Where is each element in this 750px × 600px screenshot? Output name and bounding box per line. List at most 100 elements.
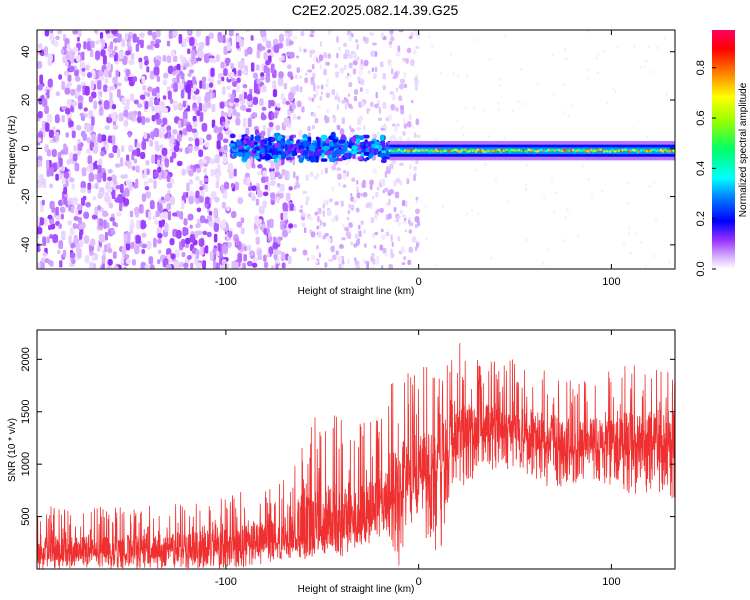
spectrogram-cell [187,30,191,35]
spectrogram-cell [148,256,154,265]
spectrogram-cell [247,93,253,102]
spectrogram-cell [142,84,147,91]
spectrogram-cell [179,261,184,268]
spectrogram-cell [291,247,297,253]
spectrogram-cell [242,83,248,89]
spectrogram-cell [316,173,320,178]
spectrogram-cell [653,181,656,185]
spectrogram-cell [347,210,351,215]
spectrogram-cell [230,182,235,189]
spectrogram-cell [129,210,134,218]
spectrogram-cell [67,220,72,226]
spectrogram-cell [398,30,404,33]
spectrogram-cell [316,225,320,230]
spectrogram-cell [215,262,220,269]
spectrogram-cell [595,56,598,60]
spectrogram-cell [223,68,228,77]
spectrogram-cell [380,158,387,164]
spectrogram-cell [83,235,90,244]
spectrogram-cell [185,244,189,249]
spectrogram-cell [307,257,310,261]
snr-series-line [37,343,675,569]
spectrogram-cell [162,54,167,62]
spectrogram-cell [464,106,467,110]
spectrogram-cell [253,141,258,146]
spectrogram-cell [270,63,275,74]
spectrogram-cell [119,183,124,193]
spectrogram-cell [263,51,268,60]
spectrogram-cell [296,55,299,59]
spectrogram-cell [143,131,148,140]
spectrogram-cell [319,41,322,47]
spectrogram-cell [187,48,191,55]
spectrogram-cell [230,63,234,70]
spectrogram-cell [526,163,529,167]
spectrogram-cell [69,227,75,236]
spectrogram-cell [149,200,155,210]
spectrogram-cell [263,261,269,269]
spectrogram-cell [287,255,292,265]
spectrogram-cell [237,197,244,205]
spectrogram-cell [255,198,260,206]
spectrogram-cell [340,264,344,269]
spectrogram-cell [109,85,116,91]
spectrogram-cell [250,134,254,141]
spectrogram-cell [388,115,391,122]
spectrogram-cell [415,134,421,138]
spectrogram-cell [484,163,487,167]
spectrogram-cell [358,230,362,238]
spectrogram-cell [60,149,66,155]
spectrogram-cell [107,31,113,39]
spectrogram-cell [659,148,663,152]
spectrogram-cell [379,244,384,251]
spectrogram-cell [159,144,164,149]
spectrogram-cell [347,93,351,97]
spectrogram-cell [188,179,193,185]
spectrogram-cell [299,86,303,93]
spectrogram-cell [626,181,629,185]
spectrogram-cell [195,30,201,38]
spectrogram-cell [326,108,330,114]
spectrogram-cell [242,262,246,269]
spectrogram-cell [269,218,274,229]
spectrogram-cell [374,103,379,109]
spectrogram-cell [338,96,341,103]
spectrogram-cell [257,249,262,259]
spectrogram-cell [129,111,134,121]
spectrogram-cell [380,124,386,129]
spectrogram-cell [123,120,129,127]
spectrogram-cell [43,46,49,56]
spectrogram-cell [376,131,380,137]
spectrogram-cell [319,64,323,70]
spectrogram-cell [37,159,43,168]
spectrogram-cell [171,77,178,84]
spectrogram-cell [91,116,95,126]
spectrogram-cell [44,105,49,114]
spectrogram-cell [227,107,232,118]
spectrogram-cell [386,168,391,175]
spectrogram-cell [143,168,147,179]
spectrogram-cell [125,258,131,265]
spectrogram-cell [348,35,352,42]
spectrogram-cell [363,229,366,235]
spectrogram-cell [143,181,149,186]
spectrogram-cell [348,62,353,69]
spectrogram-cell [266,144,271,151]
spectrogram-cell [81,115,86,121]
spectrogram-cell [382,102,387,109]
spectrogram-cell [97,192,103,200]
spectrogram-cell [233,97,240,103]
spectrogram-cell [252,96,259,106]
spectrogram-cell [182,128,187,136]
spectrogram-cell [334,201,339,206]
spectrogram-cell [108,152,115,159]
spectrogram-cell [193,145,200,152]
spectrogram-cell [176,63,181,71]
spectrogram-cell [198,238,205,247]
spectrogram-cell [343,64,347,71]
spectrogram-cell [388,40,393,45]
spectrogram-cell [406,47,412,54]
spectrogram-cell [236,77,241,84]
spectrogram-cell [590,193,593,197]
spectrogram-cell [56,30,63,35]
